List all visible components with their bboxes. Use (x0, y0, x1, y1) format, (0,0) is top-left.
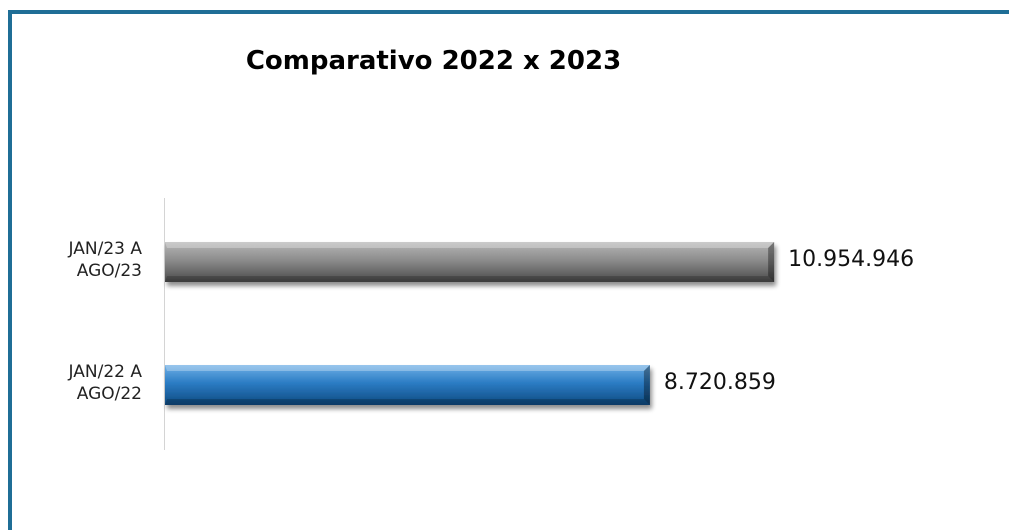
bar-bevel-bottom-1 (165, 399, 650, 405)
category-label-line: JAN/22 A (68, 362, 142, 382)
value-label-1: 8.720.859 (663, 370, 776, 395)
chart-title: Comparativo 2022 x 2023 (245, 46, 622, 76)
category-label-0: JAN/23 A AGO/23 (2, 238, 142, 282)
bar-bevel-end-0 (768, 242, 775, 282)
bar-body-1 (165, 365, 650, 405)
bar-0 (165, 242, 775, 282)
bar-bevel-bottom-0 (165, 276, 775, 282)
category-label-line: JAN/23 A (68, 239, 142, 259)
chart-frame (8, 10, 1009, 530)
category-label-1: JAN/22 A AGO/22 (2, 361, 142, 405)
value-label-0: 10.954.946 (788, 247, 915, 272)
bar-bevel-top-1 (165, 365, 650, 371)
category-label-line: AGO/23 (76, 261, 142, 281)
bar-1 (165, 365, 650, 405)
bar-bevel-top-0 (165, 242, 775, 248)
bar-bevel-end-1 (643, 365, 650, 405)
bar-body-0 (165, 242, 775, 282)
category-label-line: AGO/22 (76, 384, 142, 404)
